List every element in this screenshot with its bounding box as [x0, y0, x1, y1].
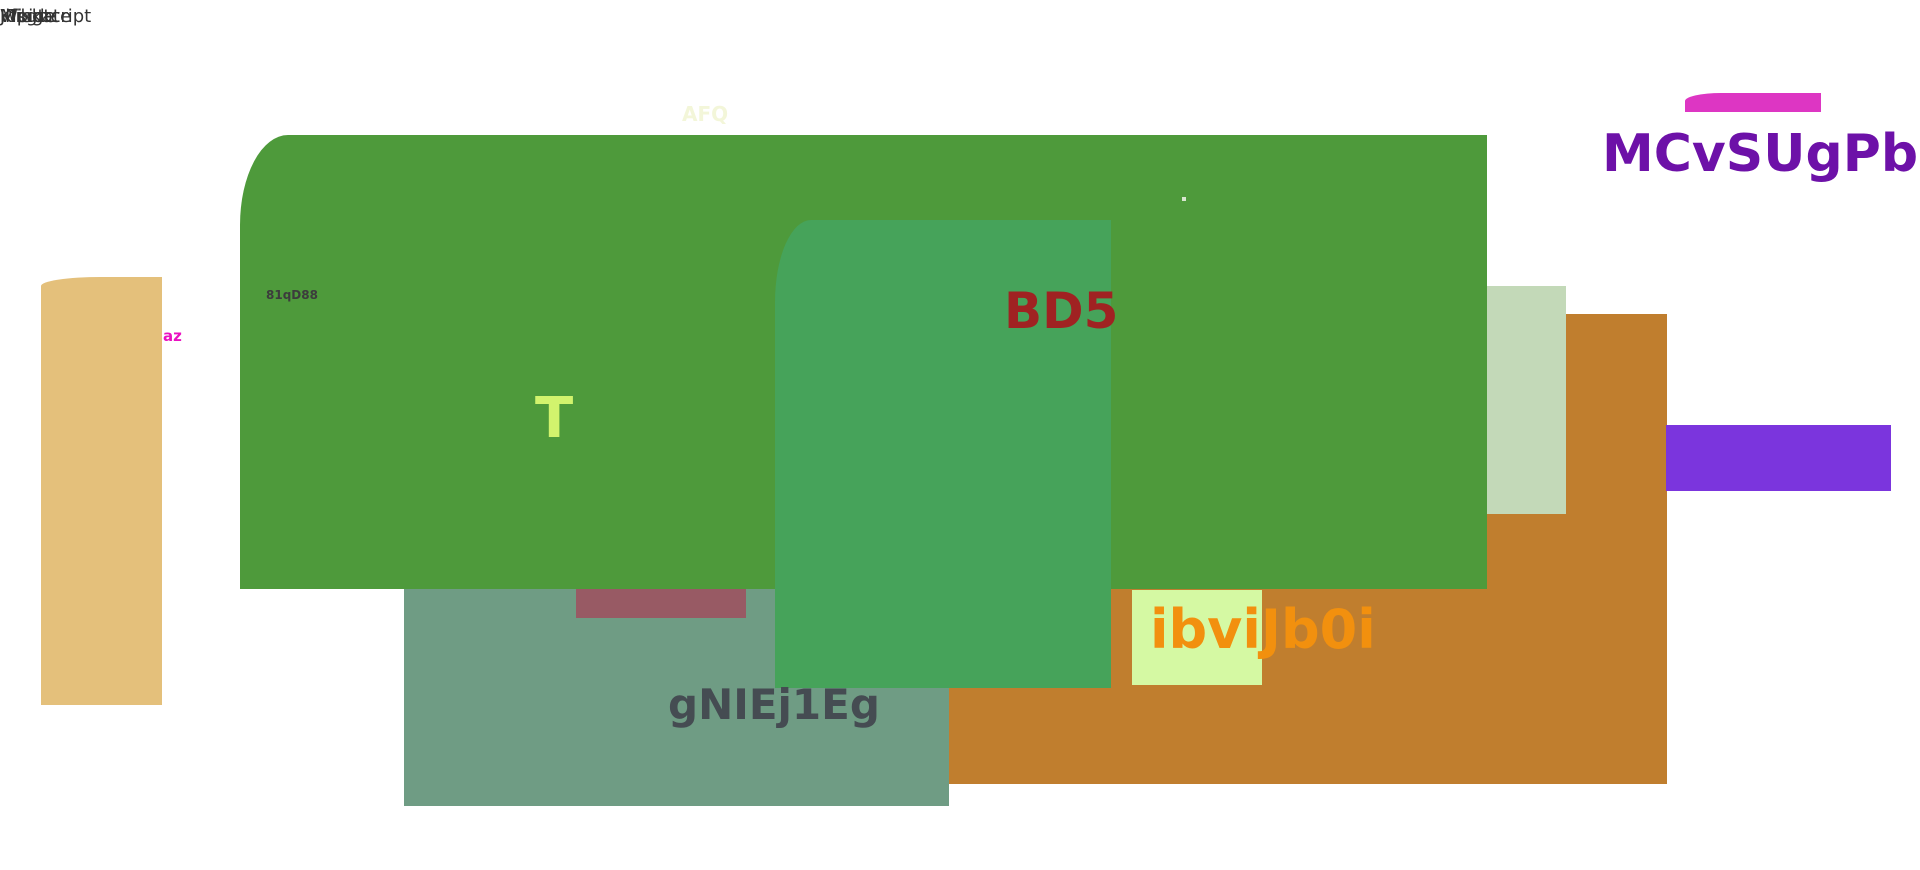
tan-left-panel: [41, 277, 162, 705]
az-label: az: [163, 327, 182, 345]
top-left-text-2: Jlfsgte: [0, 6, 56, 27]
maroon-strip: [576, 588, 746, 618]
purple-bar: [1666, 425, 1891, 491]
top-left-text-cluster: Mihgtcript Jlfsgte Klpide Wiskate: [0, 6, 140, 28]
top-left-text-4: Wiskate: [0, 6, 72, 27]
top-left-text-1: Mihgtcript: [0, 6, 92, 27]
green-inner-panel: [775, 220, 1111, 688]
gniej1eg-label: gNIEj1Eg: [668, 680, 880, 729]
pale-green-panel: [1486, 286, 1566, 514]
ibvijb0i-label: ibviJb0i: [1150, 598, 1376, 661]
bd5-label: BD5: [1004, 282, 1119, 340]
mcvsugpb-heading: MCvSUgPb: [1602, 124, 1919, 184]
t-label: T: [535, 386, 574, 451]
tiny-dot: [1182, 197, 1186, 201]
magenta-pill: [1685, 93, 1821, 112]
lime-box: [1132, 590, 1262, 685]
top-left-text-3: Klpide: [0, 6, 56, 27]
code-label: 81qD88: [266, 288, 318, 302]
afq-label: AFQ: [682, 102, 729, 126]
